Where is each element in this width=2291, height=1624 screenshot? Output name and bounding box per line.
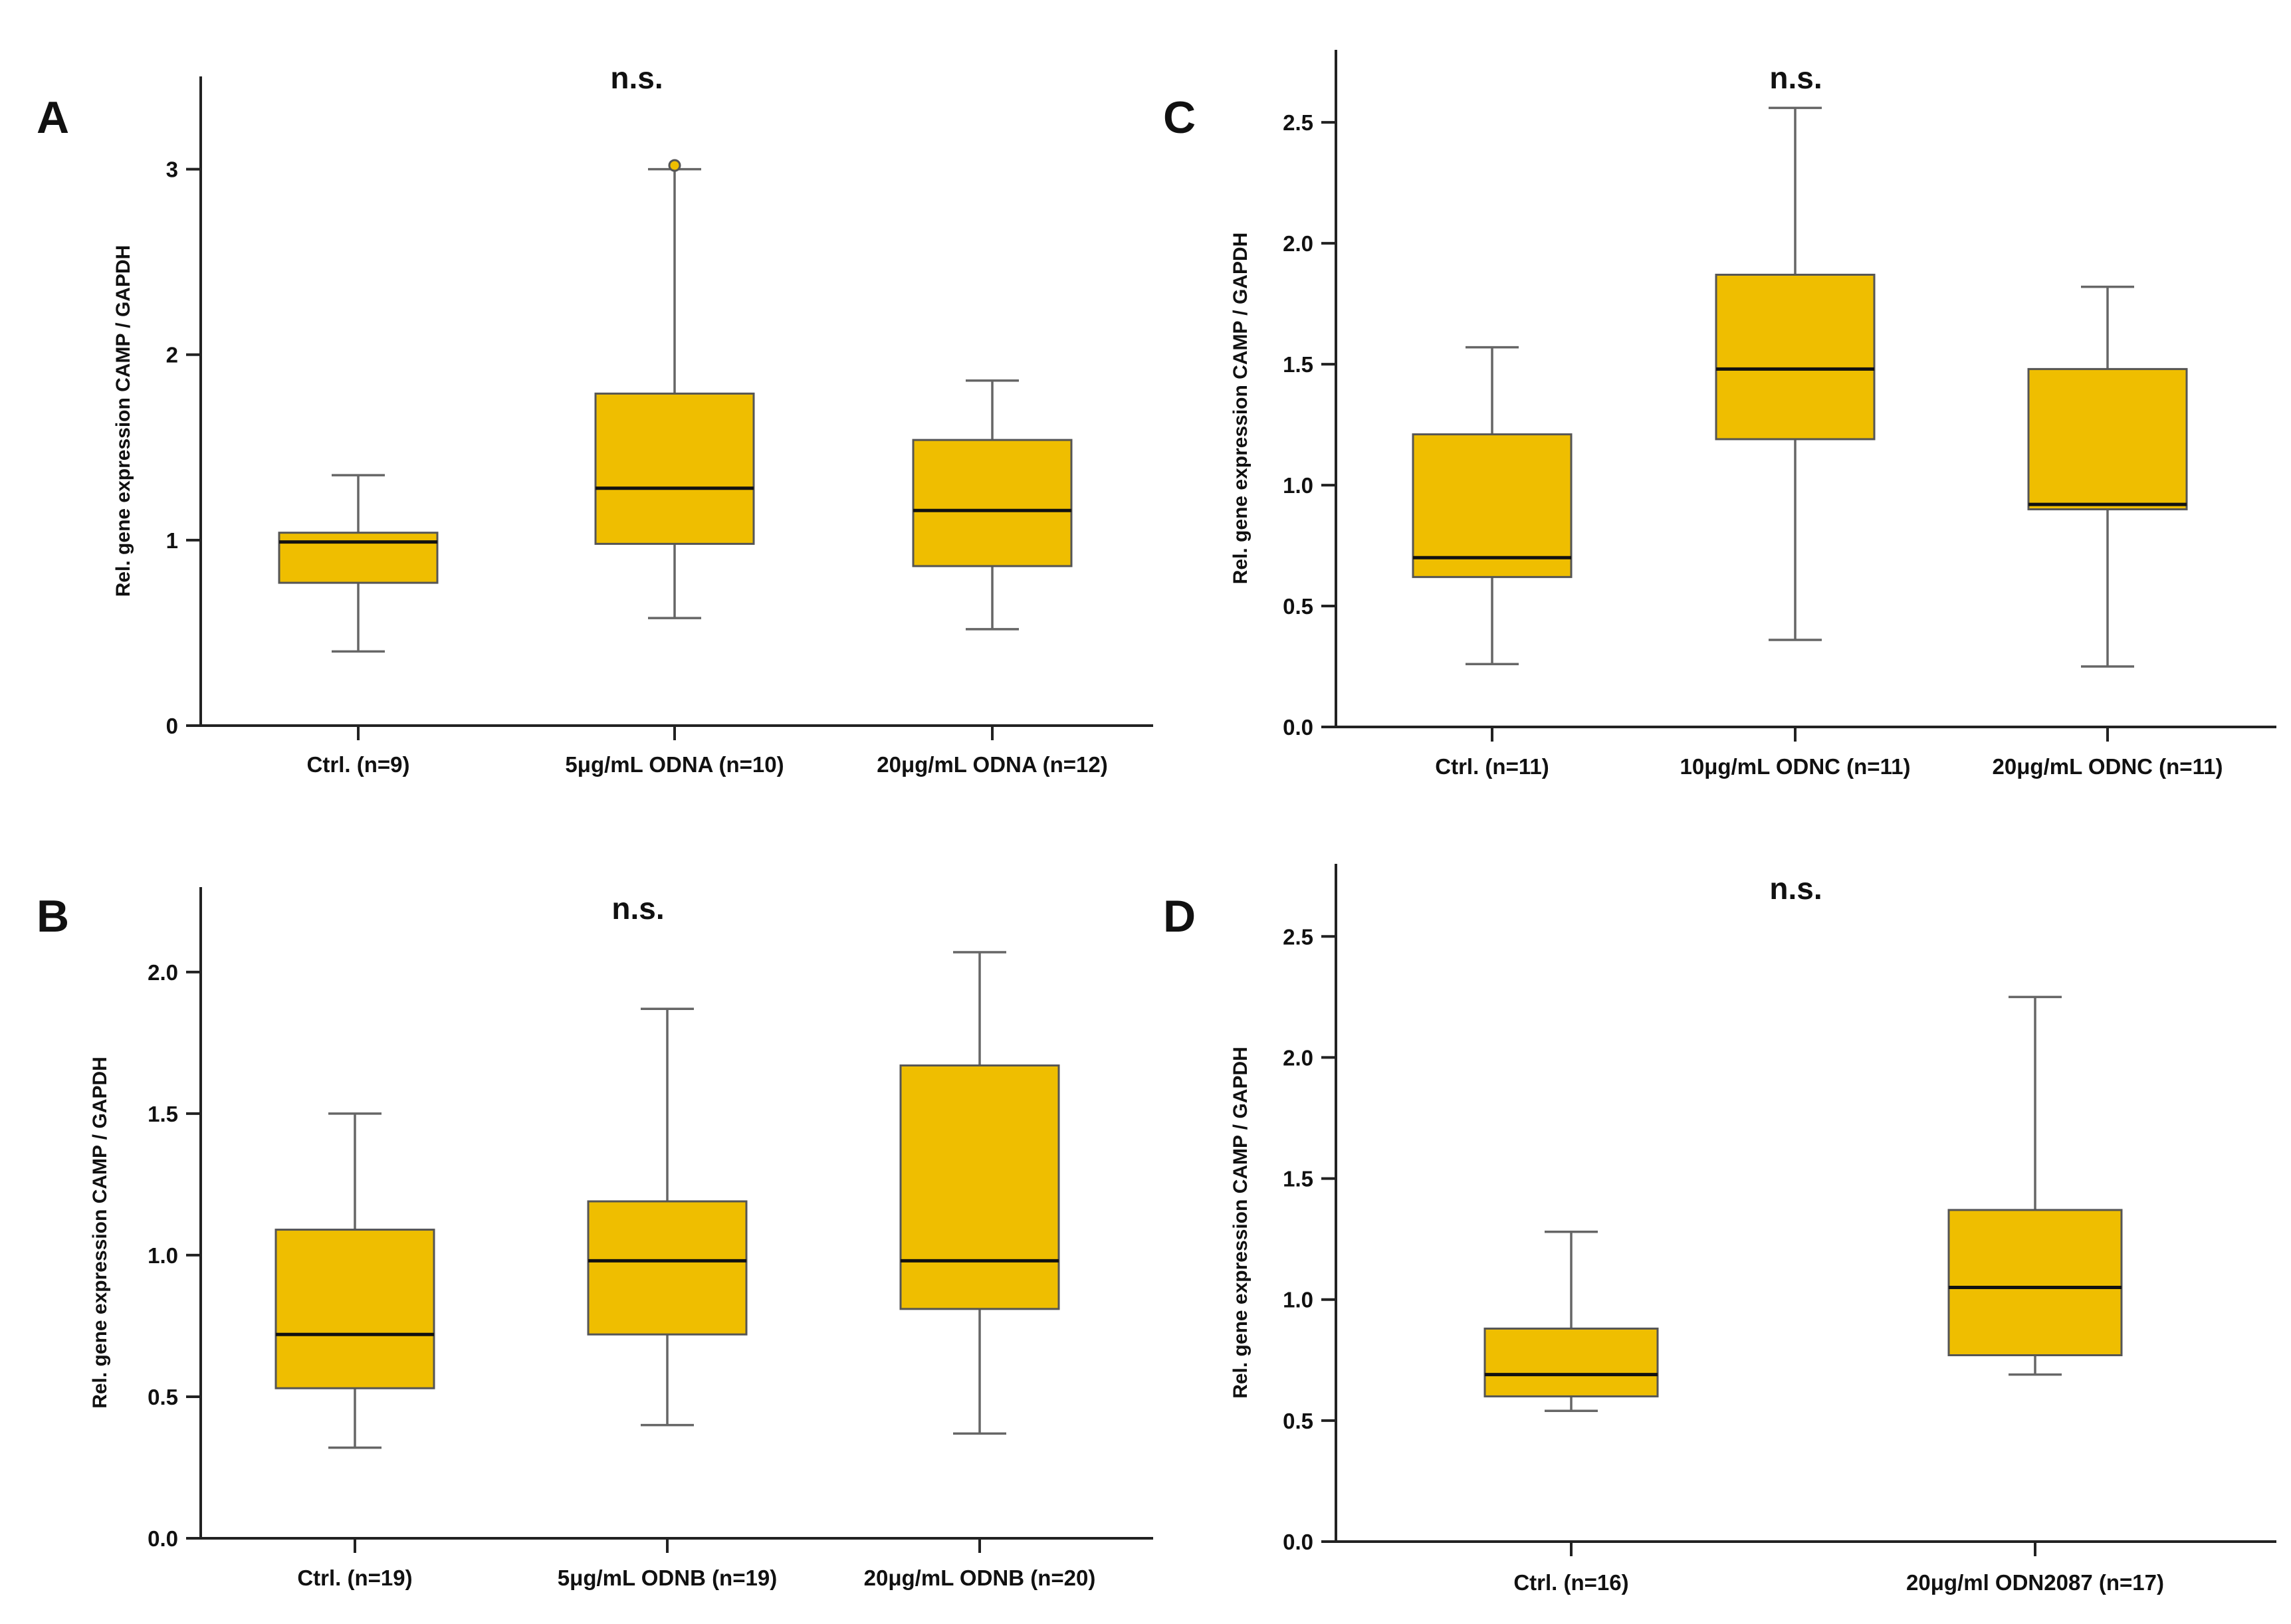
significance-label: n.s.	[611, 891, 664, 926]
iqr-box	[899, 1064, 1060, 1310]
iqr-box	[1412, 433, 1573, 578]
box-3: 20μg/mL ODNA (n=12)	[877, 379, 1108, 777]
panel-letter: B	[37, 891, 69, 942]
y-axis-label: Rel. gene expression CAMP / GAPDH	[1230, 1047, 1252, 1399]
box-2: 5μg/mL ODNA (n=10)	[565, 159, 784, 777]
y-tick-label: 1.0	[148, 1243, 178, 1268]
iqr-box	[594, 392, 755, 545]
y-tick-label: 2.0	[148, 960, 178, 985]
y-axis-label: Rel. gene expression CAMP / GAPDH	[112, 245, 134, 597]
y-tick-label: 0.0	[148, 1526, 178, 1551]
y-tick-label: 2.5	[1283, 924, 1313, 949]
category-label: 20μg/mL ODNA (n=12)	[877, 752, 1108, 777]
panel-letter: C	[1163, 92, 1196, 143]
y-tick-label: 2.0	[1283, 231, 1313, 256]
y-tick-label: 2	[166, 343, 178, 367]
iqr-box	[1483, 1327, 1659, 1397]
category-label: Ctrl. (n=11)	[1435, 754, 1549, 779]
significance-label: n.s.	[610, 60, 663, 95]
panel-a: An.s. Rel. gene expression CAMP / GAPDH 0 1…	[37, 60, 1153, 777]
iqr-box	[912, 439, 1073, 567]
box-3: 20μg/mL ODNC (n=11)	[1993, 285, 2223, 779]
category-label: 20μg/mL ODNB (n=20)	[864, 1566, 1096, 1590]
category-label: Ctrl. (n=16)	[1513, 1570, 1628, 1595]
y-tick-label: 1.5	[1283, 352, 1313, 377]
y-tick-label: 0.5	[148, 1385, 178, 1409]
box-1: Ctrl. (n=19)	[274, 1112, 435, 1590]
panel-d: Dn.s. Rel. gene expression CAMP / GAPDH 0.…	[1163, 864, 2276, 1595]
y-tick-label: 1.0	[1283, 473, 1313, 498]
iqr-box	[1715, 273, 1876, 441]
significance-label: n.s.	[1769, 871, 1822, 906]
y-tick-label: 1	[166, 528, 178, 553]
category-label: 5μg/mL ODNA (n=10)	[565, 752, 784, 777]
iqr-box	[2027, 367, 2188, 510]
box-2: 20μg/ml ODN2087 (n=17)	[1906, 995, 2164, 1595]
category-label: 20μg/ml ODN2087 (n=17)	[1906, 1570, 2164, 1595]
category-label: 10μg/mL ODNC (n=11)	[1680, 754, 1911, 779]
category-label: 5μg/mL ODNB (n=19)	[558, 1566, 777, 1590]
significance-label: n.s.	[1769, 60, 1822, 95]
category-label: 20μg/mL ODNC (n=11)	[1993, 754, 2223, 779]
iqr-box	[587, 1200, 748, 1336]
iqr-box	[278, 532, 439, 584]
y-axis-label: Rel. gene expression CAMP / GAPDH	[1230, 233, 1252, 585]
box-2: 5μg/mL ODNB (n=19)	[558, 1007, 777, 1590]
category-label: Ctrl. (n=19)	[297, 1566, 412, 1590]
y-tick-label: 0.0	[1283, 715, 1313, 740]
y-tick-label: 0.0	[1283, 1530, 1313, 1554]
iqr-box	[1947, 1209, 2123, 1357]
box-1: Ctrl. (n=11)	[1412, 346, 1573, 779]
iqr-box	[274, 1229, 435, 1389]
y-tick-label: 0	[166, 714, 178, 738]
y-tick-label: 0.5	[1283, 594, 1313, 619]
box-1: Ctrl. (n=9)	[278, 474, 439, 777]
y-tick-label: 0.5	[1283, 1409, 1313, 1433]
outlier-point	[668, 159, 681, 172]
y-tick-label: 2.0	[1283, 1045, 1313, 1070]
box-2: 10μg/mL ODNC (n=11)	[1680, 106, 1911, 779]
category-label: Ctrl. (n=9)	[307, 752, 410, 777]
box-3: 20μg/mL ODNB (n=20)	[864, 951, 1096, 1590]
y-tick-label: 2.5	[1283, 110, 1313, 135]
y-axis-label: Rel. gene expression CAMP / GAPDH	[89, 1057, 111, 1409]
y-tick-label: 1.5	[148, 1102, 178, 1126]
y-tick-label: 1.5	[1283, 1167, 1313, 1191]
box-1: Ctrl. (n=16)	[1483, 1230, 1659, 1595]
panel-letter: A	[37, 92, 69, 143]
panel-c: Cn.s. Rel. gene expression CAMP / GAPDH 0.…	[1163, 50, 2276, 779]
y-tick-label: 1.0	[1283, 1288, 1313, 1312]
panel-letter: D	[1163, 891, 1196, 942]
y-tick-label: 3	[166, 157, 178, 182]
